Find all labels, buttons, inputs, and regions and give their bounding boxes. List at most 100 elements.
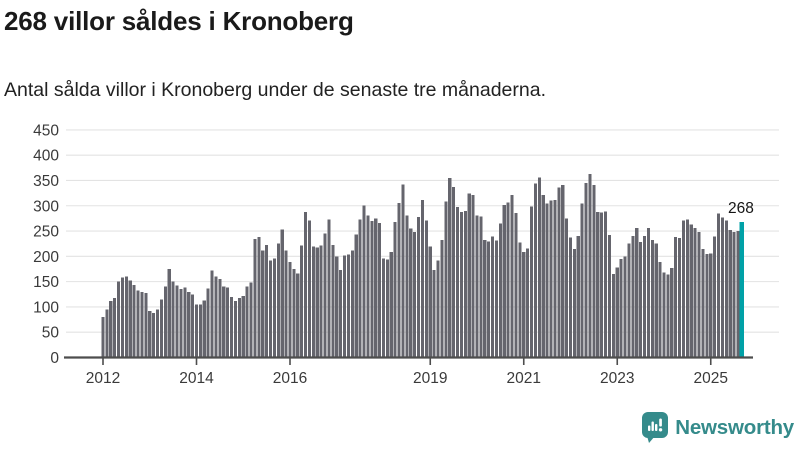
bar bbox=[580, 203, 584, 358]
newsworthy-logo: Newsworthy bbox=[642, 412, 794, 443]
bar bbox=[284, 250, 288, 358]
bar bbox=[720, 217, 724, 358]
y-axis-tick-label: 450 bbox=[33, 122, 59, 139]
bar bbox=[506, 202, 510, 358]
bar bbox=[218, 279, 222, 358]
bar bbox=[132, 285, 136, 358]
bar bbox=[428, 246, 432, 358]
bar bbox=[393, 221, 397, 358]
bar bbox=[335, 256, 339, 358]
bar bbox=[163, 286, 167, 358]
x-axis-tick-label: 2021 bbox=[507, 370, 541, 387]
y-axis-tick-label: 200 bbox=[33, 249, 59, 266]
bar bbox=[736, 231, 740, 358]
bar bbox=[378, 222, 382, 358]
bar bbox=[701, 248, 705, 358]
bar bbox=[323, 233, 327, 358]
bar bbox=[105, 309, 109, 358]
bar bbox=[549, 200, 553, 358]
bar bbox=[300, 245, 304, 358]
bar bbox=[187, 291, 191, 358]
bar bbox=[417, 216, 421, 358]
bar bbox=[494, 240, 499, 358]
bar bbox=[401, 184, 405, 358]
bar bbox=[241, 295, 245, 358]
bar bbox=[346, 254, 350, 358]
y-axis-tick-label: 100 bbox=[33, 299, 59, 316]
bar bbox=[440, 240, 444, 358]
bar bbox=[397, 203, 401, 358]
bar bbox=[362, 205, 366, 358]
bar bbox=[732, 232, 736, 358]
bar bbox=[518, 242, 522, 358]
bar bbox=[413, 232, 417, 358]
x-axis-tick-label: 2016 bbox=[273, 370, 307, 387]
bar bbox=[276, 243, 280, 358]
bar bbox=[635, 228, 639, 358]
bar bbox=[409, 228, 413, 358]
bar bbox=[354, 234, 358, 358]
bar bbox=[529, 206, 534, 358]
bar bbox=[268, 260, 273, 358]
bar bbox=[541, 195, 545, 358]
bar bbox=[226, 287, 230, 358]
bar bbox=[568, 237, 573, 358]
bar bbox=[113, 297, 117, 358]
bar bbox=[685, 219, 689, 358]
bar bbox=[705, 253, 709, 358]
bar bbox=[319, 245, 323, 358]
bar bbox=[206, 288, 210, 358]
bar bbox=[522, 251, 526, 358]
y-axis-tick-label: 50 bbox=[42, 325, 60, 342]
bar bbox=[117, 281, 121, 358]
bar bbox=[198, 304, 202, 358]
page-title: 268 villor såldes i Kronoberg bbox=[4, 6, 354, 36]
bar bbox=[459, 211, 463, 358]
bar bbox=[374, 218, 378, 358]
bar bbox=[572, 248, 576, 358]
bar bbox=[385, 259, 389, 358]
bar bbox=[697, 232, 701, 358]
bar bbox=[561, 185, 565, 358]
bar bbox=[230, 296, 234, 358]
bar bbox=[245, 286, 249, 358]
bar bbox=[432, 270, 436, 358]
y-axis-tick-label: 400 bbox=[33, 148, 59, 165]
bar bbox=[171, 281, 175, 358]
bar bbox=[596, 211, 600, 358]
bar bbox=[448, 177, 452, 358]
bar bbox=[296, 273, 300, 358]
bar bbox=[514, 212, 518, 358]
bar bbox=[452, 187, 456, 358]
bar bbox=[331, 245, 335, 358]
bar bbox=[623, 256, 627, 358]
chart-subtitle: Antal sålda villor i Kronoberg under de … bbox=[4, 79, 546, 101]
bar bbox=[358, 219, 362, 358]
bar bbox=[455, 206, 460, 358]
bar bbox=[222, 286, 226, 358]
bar bbox=[526, 248, 530, 358]
bar bbox=[136, 290, 140, 358]
bar bbox=[498, 223, 502, 358]
bar bbox=[502, 204, 506, 358]
bar bbox=[576, 236, 580, 358]
bar bbox=[658, 261, 662, 358]
bar bbox=[389, 251, 393, 358]
bar bbox=[140, 291, 144, 358]
bar bbox=[557, 187, 561, 358]
bar bbox=[148, 310, 152, 358]
bar bbox=[611, 274, 615, 358]
bar bbox=[237, 297, 241, 358]
bar bbox=[175, 285, 179, 358]
bar bbox=[627, 243, 631, 358]
bar bbox=[420, 200, 425, 358]
bar bbox=[444, 201, 448, 358]
bar bbox=[307, 220, 312, 358]
bar bbox=[654, 243, 658, 358]
bar bbox=[280, 229, 284, 358]
bar bbox=[537, 177, 541, 358]
y-axis-tick-label: 150 bbox=[33, 274, 59, 291]
x-axis-tick-label: 2014 bbox=[179, 370, 214, 387]
x-axis-tick-label: 2023 bbox=[600, 370, 634, 387]
bar bbox=[483, 240, 487, 358]
